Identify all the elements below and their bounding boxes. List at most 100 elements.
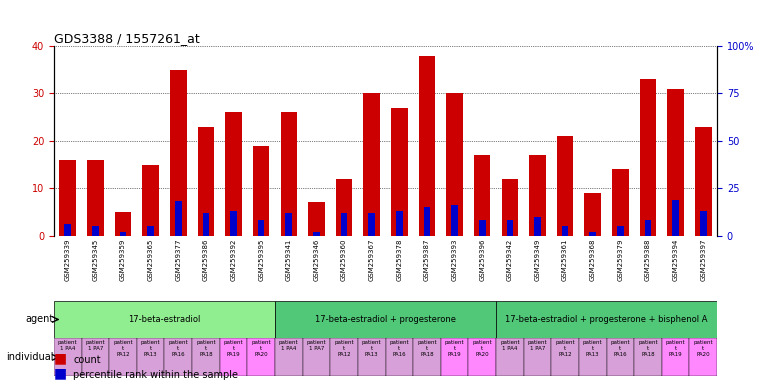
Bar	[253, 146, 270, 235]
Text: GDS3388 / 1557261_at: GDS3388 / 1557261_at	[54, 32, 200, 45]
Bar	[65, 224, 71, 235]
Bar	[302, 338, 330, 376]
Bar	[220, 338, 247, 376]
Bar	[54, 338, 82, 376]
Bar	[640, 79, 656, 235]
Bar	[225, 113, 242, 235]
Bar	[496, 301, 717, 338]
Bar	[341, 213, 348, 235]
Bar	[668, 89, 684, 235]
Bar	[441, 338, 468, 376]
Bar	[120, 232, 126, 235]
Bar	[617, 226, 624, 235]
Bar	[358, 338, 386, 376]
Text: 17-beta-estradiol + progesterone + bisphenol A: 17-beta-estradiol + progesterone + bisph…	[505, 315, 708, 324]
Bar	[579, 338, 607, 376]
Bar	[308, 202, 325, 235]
Bar	[313, 232, 320, 235]
Text: patient
t
PA12: patient t PA12	[555, 340, 575, 357]
Text: agent: agent	[25, 314, 54, 324]
Bar	[59, 160, 76, 235]
Bar	[695, 127, 712, 235]
Text: ■: ■	[54, 351, 67, 365]
Bar	[92, 226, 99, 235]
Text: GSM259395: GSM259395	[258, 239, 264, 281]
Text: 17-beta-estradiol: 17-beta-estradiol	[128, 315, 200, 324]
Bar	[524, 338, 551, 376]
Text: GSM259339: GSM259339	[65, 239, 71, 281]
Text: patient
t
PA20: patient t PA20	[693, 340, 713, 357]
Bar	[612, 169, 628, 235]
Bar	[700, 211, 706, 235]
Text: patient
t
PA20: patient t PA20	[473, 340, 492, 357]
Text: GSM259346: GSM259346	[314, 239, 319, 281]
Text: GSM259377: GSM259377	[175, 239, 181, 281]
Text: patient
t
PA19: patient t PA19	[445, 340, 464, 357]
Text: GSM259365: GSM259365	[148, 239, 153, 281]
Bar	[82, 338, 109, 376]
Text: GSM259396: GSM259396	[480, 239, 485, 281]
Bar	[369, 213, 375, 235]
Bar	[413, 338, 441, 376]
Text: count: count	[73, 355, 101, 365]
Text: patient
t
PA18: patient t PA18	[417, 340, 436, 357]
Bar	[534, 217, 540, 235]
Bar	[507, 220, 513, 235]
Bar	[607, 338, 635, 376]
Bar	[396, 211, 402, 235]
Bar	[386, 338, 413, 376]
Bar	[275, 338, 302, 376]
Text: patient
t
PA16: patient t PA16	[169, 340, 188, 357]
Text: patient
1 PA7: patient 1 PA7	[527, 340, 547, 351]
Text: GSM259387: GSM259387	[424, 239, 430, 281]
Text: patient
1 PA4: patient 1 PA4	[279, 340, 298, 351]
Text: GSM259386: GSM259386	[203, 239, 209, 281]
Text: patient
t
PA12: patient t PA12	[335, 340, 354, 357]
Bar	[175, 202, 182, 235]
Text: percentile rank within the sample: percentile rank within the sample	[73, 370, 238, 380]
Bar	[423, 207, 430, 235]
Bar	[170, 70, 187, 235]
Text: patient
1 PA7: patient 1 PA7	[86, 340, 105, 351]
Text: GSM259368: GSM259368	[590, 239, 596, 281]
Text: patient
t
PA13: patient t PA13	[141, 340, 160, 357]
Text: GSM259379: GSM259379	[618, 239, 623, 281]
Bar	[562, 226, 568, 235]
Bar	[551, 338, 579, 376]
Text: GSM259393: GSM259393	[452, 239, 457, 281]
Text: GSM259397: GSM259397	[700, 239, 706, 281]
Text: 17-beta-estradiol + progesterone: 17-beta-estradiol + progesterone	[315, 315, 456, 324]
Bar	[689, 338, 717, 376]
Text: patient
t
PA13: patient t PA13	[583, 340, 602, 357]
Bar	[330, 338, 358, 376]
Bar	[109, 338, 137, 376]
Bar	[529, 155, 546, 235]
Text: GSM259361: GSM259361	[562, 239, 568, 281]
Text: patient
t
PA13: patient t PA13	[362, 340, 382, 357]
Text: patient
t
PA16: patient t PA16	[611, 340, 630, 357]
Text: patient
t
PA19: patient t PA19	[666, 340, 685, 357]
Bar	[496, 338, 524, 376]
Text: patient
t
PA12: patient t PA12	[113, 340, 133, 357]
Bar	[143, 164, 159, 235]
Bar	[474, 155, 490, 235]
Bar	[203, 213, 209, 235]
Bar	[192, 338, 220, 376]
Text: patient
t
PA18: patient t PA18	[638, 340, 658, 357]
Bar	[501, 179, 518, 235]
Text: patient
t
PA16: patient t PA16	[389, 340, 409, 357]
Bar	[589, 232, 596, 235]
Text: GSM259367: GSM259367	[369, 239, 375, 281]
Text: patient
1 PA4: patient 1 PA4	[500, 340, 520, 351]
Bar	[584, 193, 601, 235]
Text: patient
1 PA7: patient 1 PA7	[307, 340, 326, 351]
Text: patient
t
PA19: patient t PA19	[224, 340, 244, 357]
Bar	[164, 338, 192, 376]
Bar	[391, 108, 408, 235]
Bar	[662, 338, 689, 376]
Text: ■: ■	[54, 366, 67, 380]
Bar	[147, 226, 154, 235]
Bar	[285, 213, 292, 235]
Bar	[258, 220, 264, 235]
Bar	[231, 211, 237, 235]
